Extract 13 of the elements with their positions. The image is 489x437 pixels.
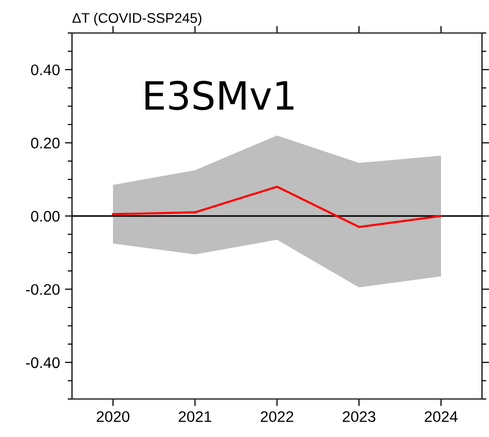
y-tick-label: 0.40 bbox=[31, 64, 60, 76]
x-tick-label: 2021 bbox=[178, 411, 212, 422]
x-tick-label: 2024 bbox=[424, 411, 458, 422]
y-tick-label: -0.40 bbox=[26, 357, 60, 368]
line-series bbox=[112, 186, 442, 228]
y-axis-title: ΔT (COVID-SSP245) bbox=[72, 12, 202, 26]
x-tick-label: 2022 bbox=[260, 411, 294, 422]
x-tick-label: 2020 bbox=[96, 411, 130, 422]
annotation: E3SMv1 bbox=[146, 80, 294, 110]
y-tick-label: 0.00 bbox=[31, 210, 60, 222]
y-tick-label: 0.20 bbox=[31, 138, 60, 148]
x-tick-label: 2023 bbox=[342, 411, 376, 422]
y-tick-label: -0.20 bbox=[26, 284, 60, 295]
